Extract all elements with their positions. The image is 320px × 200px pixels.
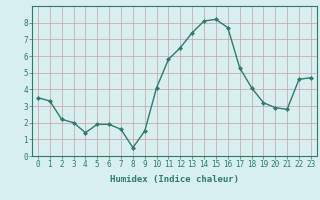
- X-axis label: Humidex (Indice chaleur): Humidex (Indice chaleur): [110, 175, 239, 184]
